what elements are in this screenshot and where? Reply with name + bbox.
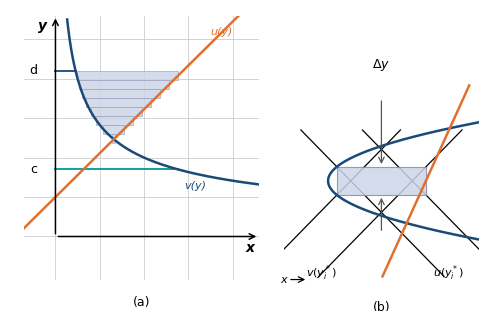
Bar <box>90 107 142 116</box>
Text: (a): (a) <box>133 296 150 309</box>
Text: $u(y_i^*)$: $u(y_i^*)$ <box>432 264 463 283</box>
Bar <box>96 116 133 125</box>
Bar <box>86 98 151 107</box>
Text: x: x <box>245 241 254 255</box>
Bar <box>112 133 115 142</box>
Text: x: x <box>280 275 286 285</box>
Text: (b): (b) <box>372 301 389 311</box>
Text: u(y): u(y) <box>210 27 232 37</box>
Text: $v(y_i^*)$: $v(y_i^*)$ <box>305 264 336 283</box>
Bar <box>103 125 124 133</box>
Text: d: d <box>30 64 38 77</box>
Bar <box>82 89 160 98</box>
Bar <box>77 71 178 80</box>
Text: c: c <box>31 163 38 176</box>
Bar <box>79 80 169 89</box>
Text: v(y): v(y) <box>183 181 205 191</box>
Text: $\Delta y$: $\Delta y$ <box>372 57 389 73</box>
Text: y: y <box>38 20 46 34</box>
Bar <box>336 167 425 195</box>
